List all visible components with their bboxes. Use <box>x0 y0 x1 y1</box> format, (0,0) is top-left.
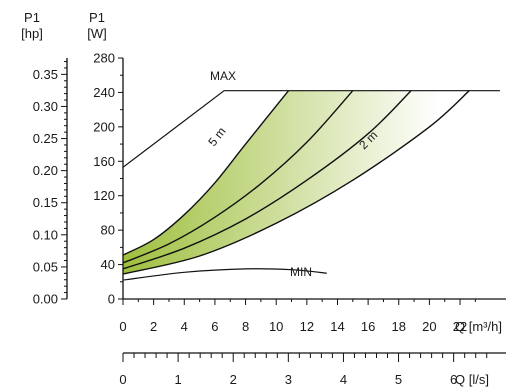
q-m3h-tick-label: 10 <box>269 319 283 334</box>
w-tick-label: 200 <box>93 119 115 134</box>
q-m3h-axis-label: Q [m³/h] <box>455 319 502 334</box>
q-ls-axis-label: Q [l/s] <box>455 372 489 387</box>
q-m3h-tick-label: 14 <box>330 319 344 334</box>
q-m3h-tick-label: 6 <box>211 319 218 334</box>
q-ls-tick-label: 6 <box>450 372 457 387</box>
hp-tick-label: 0.25 <box>33 131 58 146</box>
q-ls-tick-label: 1 <box>174 372 181 387</box>
q-m3h-tick-label: 16 <box>361 319 375 334</box>
hp-tick-label: 0.15 <box>33 195 58 210</box>
hp-tick-label: 0.20 <box>33 163 58 178</box>
q-m3h-tick-label: 22 <box>453 319 467 334</box>
min-curve-label: MIN <box>290 265 312 279</box>
w-tick-label: 160 <box>93 154 115 169</box>
q-m3h-tick-label: 8 <box>242 319 249 334</box>
max-curve <box>122 90 500 168</box>
head-5m-label: 5 m <box>205 124 228 148</box>
q-m3h-tick-label: 0 <box>119 319 126 334</box>
q-ls-tick-label: 3 <box>285 372 292 387</box>
w-tick-label: 0 <box>108 292 115 307</box>
w-tick-label: 80 <box>101 223 115 238</box>
w-axis-unit: [W] <box>87 26 107 41</box>
q-m3h-tick-label: 20 <box>422 319 436 334</box>
q-m3h-tick-label: 2 <box>150 319 157 334</box>
power-curves <box>122 90 500 281</box>
q-ls-tick-label: 4 <box>340 372 347 387</box>
head-5m-curve <box>122 90 290 256</box>
head-2m-curve <box>122 90 470 275</box>
head-3m-curve <box>122 90 412 270</box>
q-m3h-tick-label: 18 <box>392 319 406 334</box>
performance-range-shade <box>123 90 470 274</box>
w-tick-label: 40 <box>101 257 115 272</box>
shade-area <box>123 90 470 274</box>
hp-tick-label: 0.30 <box>33 99 58 114</box>
q-ls-tick-label: 0 <box>119 372 126 387</box>
q-m3h-tick-label: 4 <box>181 319 188 334</box>
w-tick-label: 280 <box>93 51 115 66</box>
hp-axis-title: P1 <box>24 10 40 25</box>
q-m3h-tick-label: 12 <box>300 319 314 334</box>
q-ls-tick-label: 2 <box>230 372 237 387</box>
w-axis-title: P1 <box>89 10 105 25</box>
hp-axis-unit: [hp] <box>21 26 43 41</box>
hp-tick-label: 0.00 <box>33 292 58 307</box>
min-curve <box>122 268 327 281</box>
head-4m-curve <box>122 90 354 264</box>
q-ls-tick-label: 5 <box>395 372 402 387</box>
w-tick-label: 120 <box>93 188 115 203</box>
max-curve-label: MAX <box>210 69 236 83</box>
w-tick-label: 240 <box>93 85 115 100</box>
hp-tick-label: 0.05 <box>33 259 58 274</box>
axis-ticks: 040801201602002402800.000.050.100.150.20… <box>33 51 488 387</box>
hp-tick-label: 0.10 <box>33 227 58 242</box>
hp-tick-label: 0.35 <box>33 67 58 82</box>
